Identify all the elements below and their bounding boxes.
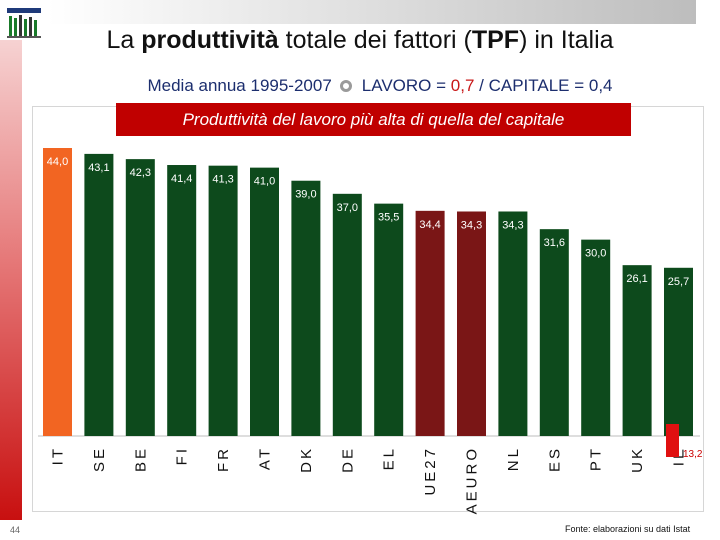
value-label-fi: 41,4 <box>171 173 192 185</box>
bar-pt <box>581 239 611 436</box>
category-label-fi: FI <box>174 446 191 465</box>
bar-ue27 <box>415 210 445 436</box>
category-label-it: IT <box>50 446 67 465</box>
category-label-pt: PT <box>588 446 605 471</box>
marker-value-label: 13,2 <box>683 449 703 460</box>
value-label-ue27: 34,4 <box>419 219 440 231</box>
bar-de <box>332 193 362 436</box>
value-label-aeuro: 34,3 <box>461 219 482 231</box>
value-label-it: 44,0 <box>47 156 68 168</box>
headline-banner: Produttività del lavoro più alta di quel… <box>116 103 631 136</box>
logo-icon <box>7 8 41 38</box>
category-label-el: EL <box>381 446 398 470</box>
value-label-at: 41,0 <box>254 176 275 188</box>
category-label-dk: DK <box>298 446 315 473</box>
value-label-nl: 34,3 <box>502 219 523 231</box>
category-label-at: AT <box>257 446 274 470</box>
decorative-side-strip <box>0 40 22 520</box>
bar-ie <box>664 267 693 436</box>
value-label-el: 35,5 <box>378 212 399 224</box>
bar-fr <box>208 165 238 436</box>
category-label-se: SE <box>91 446 108 472</box>
category-label-nl: NL <box>505 446 522 471</box>
value-label-de: 37,0 <box>337 202 358 214</box>
category-label-de: DE <box>339 446 356 473</box>
value-label-ie: 25,7 <box>668 276 689 288</box>
marker-bar <box>666 424 679 457</box>
bar-uk <box>622 265 652 436</box>
value-label-dk: 39,0 <box>295 189 316 201</box>
subtitle-lavoro: LAVORO = <box>361 76 451 95</box>
bar-el <box>374 203 404 436</box>
category-label-aeuro: AEURO <box>464 446 481 514</box>
category-label-be: BE <box>132 446 149 472</box>
category-label-ue27: UE27 <box>422 446 439 496</box>
subtitle-period: Media annua 1995-2007 <box>147 76 332 95</box>
bar-nl <box>498 211 528 436</box>
value-label-se: 43,1 <box>88 162 109 174</box>
bar-se <box>84 153 114 436</box>
bar-aeuro <box>457 211 486 436</box>
page-number: 44 <box>10 525 21 535</box>
category-label-es: ES <box>546 446 563 472</box>
value-label-es: 31,6 <box>544 237 565 249</box>
value-label-be: 42,3 <box>130 167 151 179</box>
bar-fi <box>167 165 197 436</box>
bar-dk <box>291 180 321 436</box>
gear-icon <box>339 80 352 92</box>
category-label-fr: FR <box>215 446 232 472</box>
decorative-top-band <box>48 0 696 24</box>
value-label-fr: 41,3 <box>212 174 233 186</box>
value-label-uk: 26,1 <box>626 273 647 285</box>
bar-es <box>539 229 569 436</box>
bar-at <box>250 167 279 437</box>
subtitle-lavoro-value: 0,7 <box>450 76 475 95</box>
slide-title: La produttività totale dei fattori (TPF)… <box>106 26 614 54</box>
slide-subtitle: Media annua 1995-2007 LAVORO = 0,7 / CAPI… <box>0 76 720 96</box>
bar-be <box>125 159 155 437</box>
subtitle-capitale: / CAPITALE = 0,4 <box>474 76 613 95</box>
category-label-uk: UK <box>629 446 646 473</box>
source-note: Fonte: elaborazioni su dati Istat <box>565 524 691 534</box>
bar-it <box>43 148 72 436</box>
value-label-pt: 30,0 <box>585 248 606 260</box>
